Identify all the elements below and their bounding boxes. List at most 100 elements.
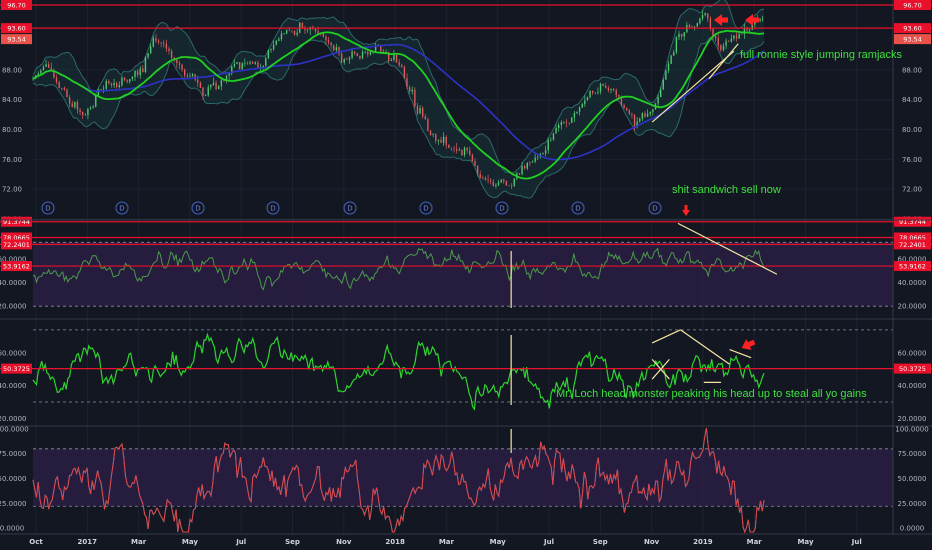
candle-body — [505, 181, 508, 186]
oscillator-tick-label: 40.0000 — [0, 382, 26, 390]
candle-body — [207, 87, 209, 96]
candle-body — [440, 139, 442, 143]
candle-body — [220, 80, 223, 87]
red-arrow-icon — [714, 14, 728, 26]
candle-body — [707, 13, 709, 19]
candle-body — [139, 68, 141, 76]
price-badge-label: 93.54 — [7, 36, 26, 44]
candle-body — [364, 51, 366, 53]
candle-body — [424, 116, 427, 120]
oscillator-badge-left — [1, 232, 32, 243]
candle-body — [476, 165, 479, 175]
stochastic-pane: 0.0000 0.0000 25.0000 25.0000 50.0000 50.0000… — [0, 425, 929, 534]
candle-body — [623, 105, 625, 109]
oscillator-badge-label: 50.3725 — [899, 365, 926, 373]
candle-body — [537, 157, 539, 158]
candle-body — [644, 113, 646, 117]
oscillator-badge-label: 72.2401 — [899, 241, 926, 249]
candle-body — [704, 13, 706, 16]
candle-body — [714, 36, 717, 39]
oscillator-tick-label: 100.0000 — [895, 425, 928, 433]
candle-body — [414, 89, 416, 107]
candle-body — [340, 53, 343, 63]
dividend-marker-label: D — [347, 205, 352, 213]
candle-body — [419, 107, 421, 114]
candle-body — [686, 25, 688, 33]
oscillator-badge-right — [894, 216, 931, 227]
candle-body — [474, 161, 476, 166]
candle-body — [129, 79, 131, 82]
candle-body — [367, 51, 369, 55]
candle-body — [673, 52, 675, 56]
candle-body — [421, 107, 424, 117]
candle-body — [199, 82, 202, 88]
candle-body — [359, 56, 361, 59]
oscillator-tick-label: 50.0000 — [0, 475, 26, 483]
oscillator-trend-line — [677, 222, 778, 275]
oscillator-tick-label: 40.0000 — [898, 279, 927, 287]
candle-body — [304, 28, 306, 31]
candle-body — [479, 174, 481, 178]
time-axis-label: 2019 — [693, 538, 713, 546]
candle-body — [215, 82, 217, 90]
candle-body — [353, 51, 356, 54]
candle-body — [346, 59, 348, 60]
candle-body — [615, 90, 617, 96]
candle-body — [482, 177, 484, 179]
oscillator-tick-label: 50.0000 — [898, 475, 927, 483]
candle-body — [217, 86, 220, 90]
price-badge-left — [1, 23, 32, 34]
oscillator-pattern-line — [729, 348, 752, 359]
candle-body — [688, 25, 691, 28]
candle-body — [743, 27, 746, 35]
dividend-marker-label: D — [195, 205, 200, 213]
candle-body — [74, 101, 76, 108]
candle-body — [725, 40, 727, 46]
candle-body — [225, 75, 228, 82]
candle-body — [691, 27, 693, 28]
candle-body — [461, 150, 463, 156]
candle-body — [170, 51, 173, 58]
candle-body — [53, 70, 55, 78]
candle-body — [518, 173, 521, 175]
candle-body — [186, 75, 189, 77]
candle-body — [408, 87, 411, 92]
candle-body — [607, 88, 610, 91]
candle-body — [605, 85, 607, 89]
candle-body — [58, 82, 60, 88]
candle-body — [89, 107, 92, 109]
candle-body — [66, 89, 68, 98]
time-axis-label: May — [797, 538, 813, 546]
candle-body — [429, 130, 432, 135]
candle-body — [45, 64, 47, 67]
candle-body — [272, 44, 275, 50]
candle-body — [670, 55, 672, 64]
candle-body — [450, 147, 453, 149]
candle-body — [727, 40, 730, 42]
dividend-marker — [495, 201, 509, 215]
price-badge-label: 93.60 — [7, 25, 26, 33]
price-badge-right — [894, 0, 931, 10]
candle-body — [701, 15, 704, 19]
candle-body — [183, 69, 186, 76]
oscillator-band-fill — [33, 242, 893, 307]
price-badge-left — [1, 34, 32, 45]
candle-body — [720, 45, 722, 51]
candle-body — [652, 109, 654, 112]
candle-body — [665, 70, 667, 80]
candle-body — [748, 29, 751, 31]
candle-body — [571, 117, 573, 123]
candle-body — [555, 128, 557, 134]
candle-body — [594, 92, 597, 94]
candle-body — [160, 42, 162, 43]
price-tick-label: 80.00 — [2, 126, 22, 134]
candle-body — [81, 112, 84, 115]
price-tick-label: 88.00 — [902, 66, 922, 74]
candle-body — [165, 43, 168, 49]
candle-body — [100, 89, 102, 90]
candle-body — [204, 95, 207, 97]
price-badge-label: 96.70 — [903, 1, 922, 9]
candle-body — [369, 52, 372, 55]
candle-body — [641, 113, 644, 119]
dividend-marker-label: D — [119, 205, 124, 213]
